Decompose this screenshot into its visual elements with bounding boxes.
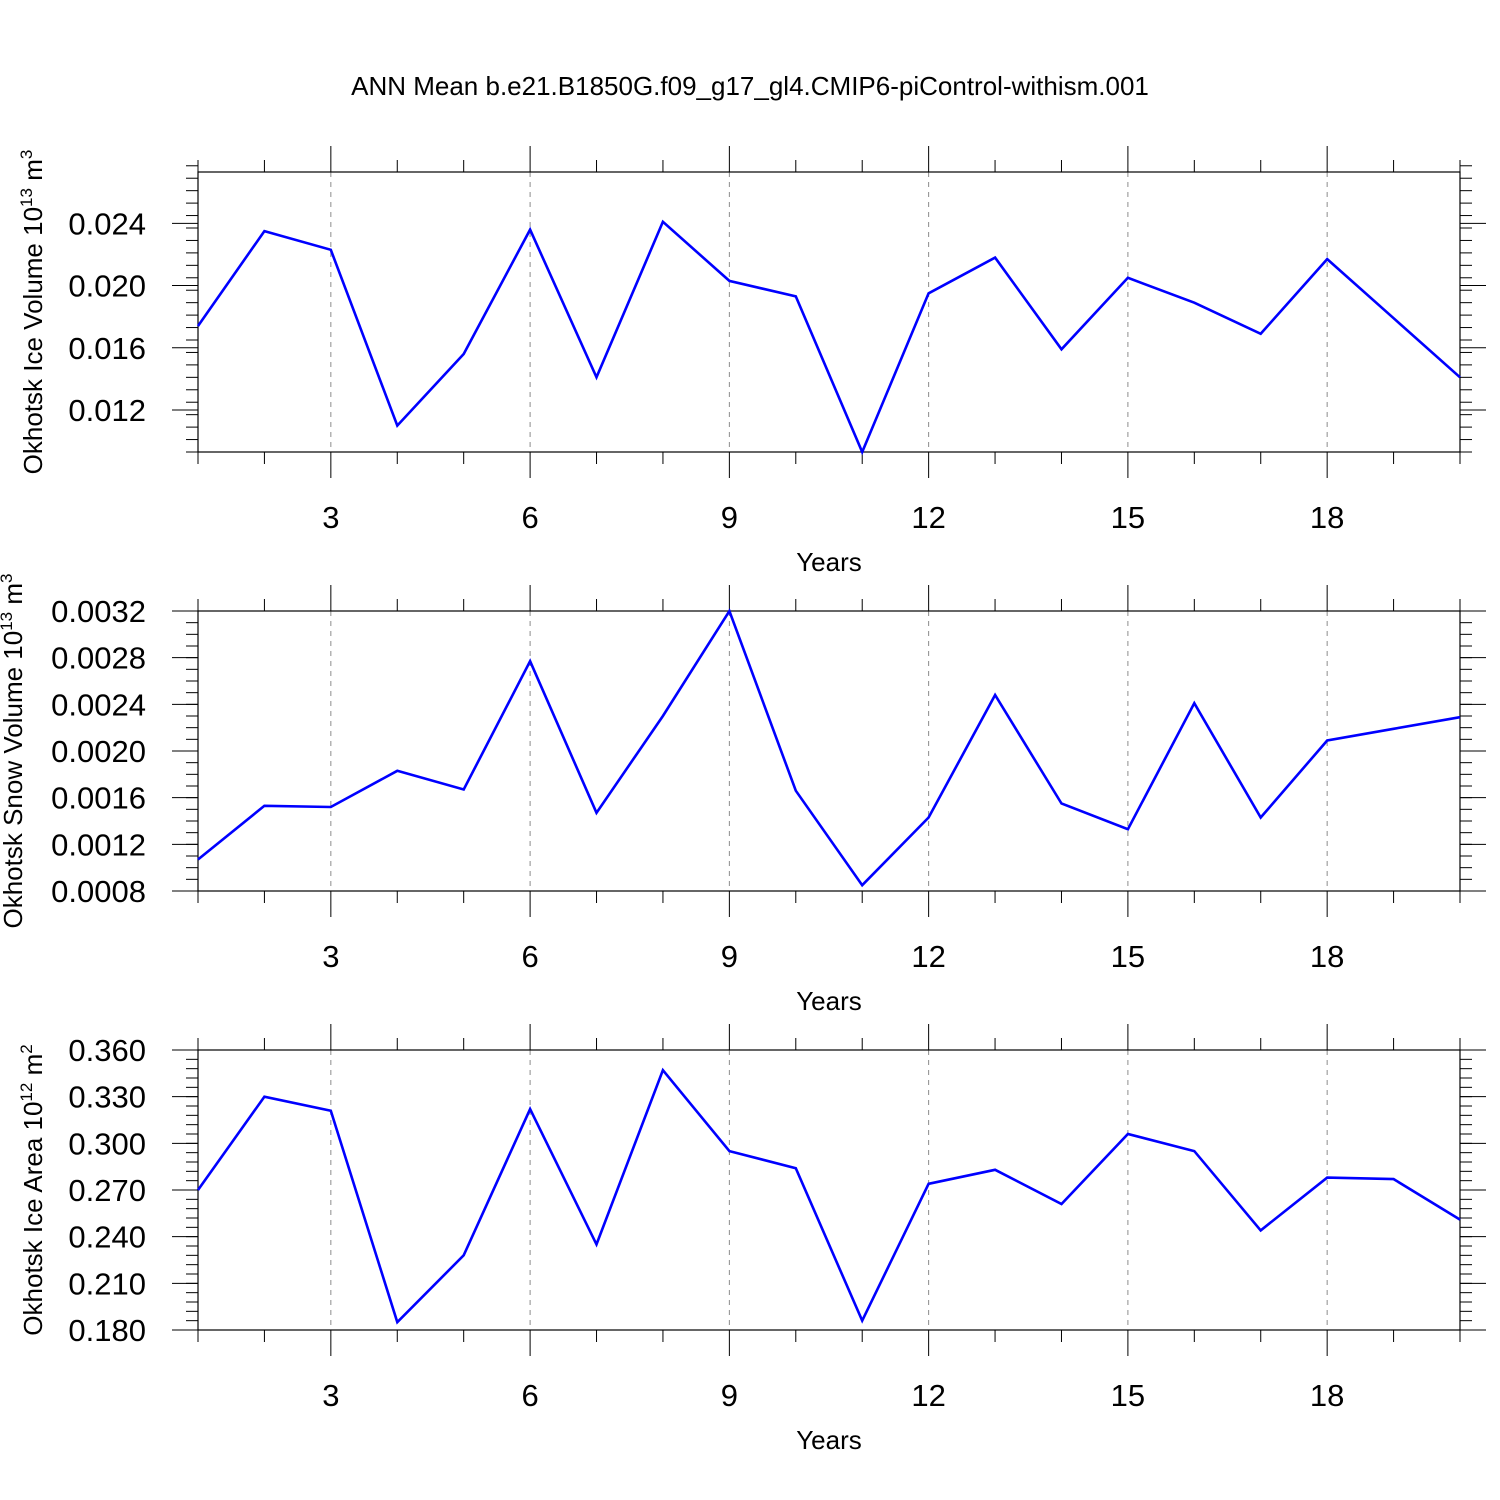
y-tick-label: 0.210 [68,1266,146,1301]
y-axis-label-part: Okhotsk Snow Volume 10 [0,631,28,929]
x-tick-label: 15 [1111,1378,1145,1413]
y-tick-label: 0.0012 [51,827,146,862]
y-tick-label: 0.0024 [51,687,146,722]
y-axis-label-part: m [0,583,28,612]
y-tick-label: 0.016 [68,331,146,366]
x-tick-label: 3 [322,500,339,535]
y-tick-label: 0.012 [68,393,146,428]
y-tick-label: 0.270 [68,1173,146,1208]
y-tick-label: 0.300 [68,1126,146,1161]
y-axis-label-superscript: 2 [17,1044,36,1053]
x-tick-label: 12 [911,500,945,535]
y-axis-label-superscript: 3 [0,574,16,583]
y-axis-label-part: Okhotsk Ice Volume 10 [18,207,48,474]
figure-title: ANN Mean b.e21.B1850G.f09_g17_gl4.CMIP6-… [351,71,1149,101]
x-tick-label: 3 [322,1378,339,1413]
y-axis-label-part: m [18,159,48,188]
y-tick-label: 0.0016 [51,781,146,816]
x-tick-label: 9 [721,500,738,535]
y-tick-label: 0.0032 [51,594,146,629]
x-tick-label: 3 [322,939,339,974]
y-axis-label-part: m [18,1054,48,1083]
y-axis-label: Okhotsk Ice Volume 1013 m3 [17,150,48,475]
x-tick-label: 6 [521,1378,538,1413]
chart-panel-3: 0.180 0.210 0.240 0.270 0.300 0.330 0.360 3 6 9 12… [17,1024,1486,1455]
y-axis-label-superscript: 12 [17,1083,36,1102]
x-tick-label: 18 [1310,1378,1344,1413]
y-tick-label: 0.240 [68,1220,146,1255]
y-tick-label: 0.0028 [51,641,146,676]
series-line [196,219,1461,456]
plot-frame [197,171,1461,453]
x-axis-label: Years [796,986,862,1016]
x-tick-label: 18 [1310,939,1344,974]
chart-panel-2: 0.0008 0.0012 0.0016 0.0020 0.0024 0.0028 0.00… [0,574,1486,1016]
y-axis-label-part: Okhotsk Ice Area 10 [18,1102,48,1336]
plot-frame [197,610,1461,892]
x-tick-label: 12 [911,1378,945,1413]
panels: 0.012 0.016 0.020 0.024 3 6 9 12 15 18 Years Okhots… [0,146,1486,1455]
x-axis-label: Years [796,547,862,577]
y-tick-label: 0.0020 [51,734,146,769]
x-tick-label: 15 [1111,500,1145,535]
y-axis-label: Okhotsk Snow Volume 1013 m3 [0,574,28,929]
y-tick-label: 0.0008 [51,874,146,909]
y-tick-label: 0.360 [68,1033,146,1068]
y-tick-label: 0.020 [68,269,146,304]
y-tick-label: 0.024 [68,206,146,241]
x-tick-label: 6 [521,939,538,974]
y-tick-label: 0.180 [68,1313,146,1348]
y-tick-label: 0.330 [68,1080,146,1115]
series-line [196,1067,1461,1325]
x-axis-label: Years [796,1425,862,1455]
x-tick-label: 18 [1310,500,1344,535]
y-axis-label-superscript: 13 [0,612,16,631]
y-axis-label-superscript: 13 [17,188,36,207]
series-line [197,608,1461,888]
x-tick-label: 12 [911,939,945,974]
chart-panel-1: 0.012 0.016 0.020 0.024 3 6 9 12 15 18 Years Okhots… [17,146,1486,577]
x-tick-label: 6 [521,500,538,535]
y-axis-label: Okhotsk Ice Area 1012 m2 [17,1044,48,1335]
x-tick-label: 9 [721,1378,738,1413]
x-tick-label: 15 [1111,939,1145,974]
x-tick-label: 9 [721,939,738,974]
y-axis-label-superscript: 3 [17,150,36,159]
